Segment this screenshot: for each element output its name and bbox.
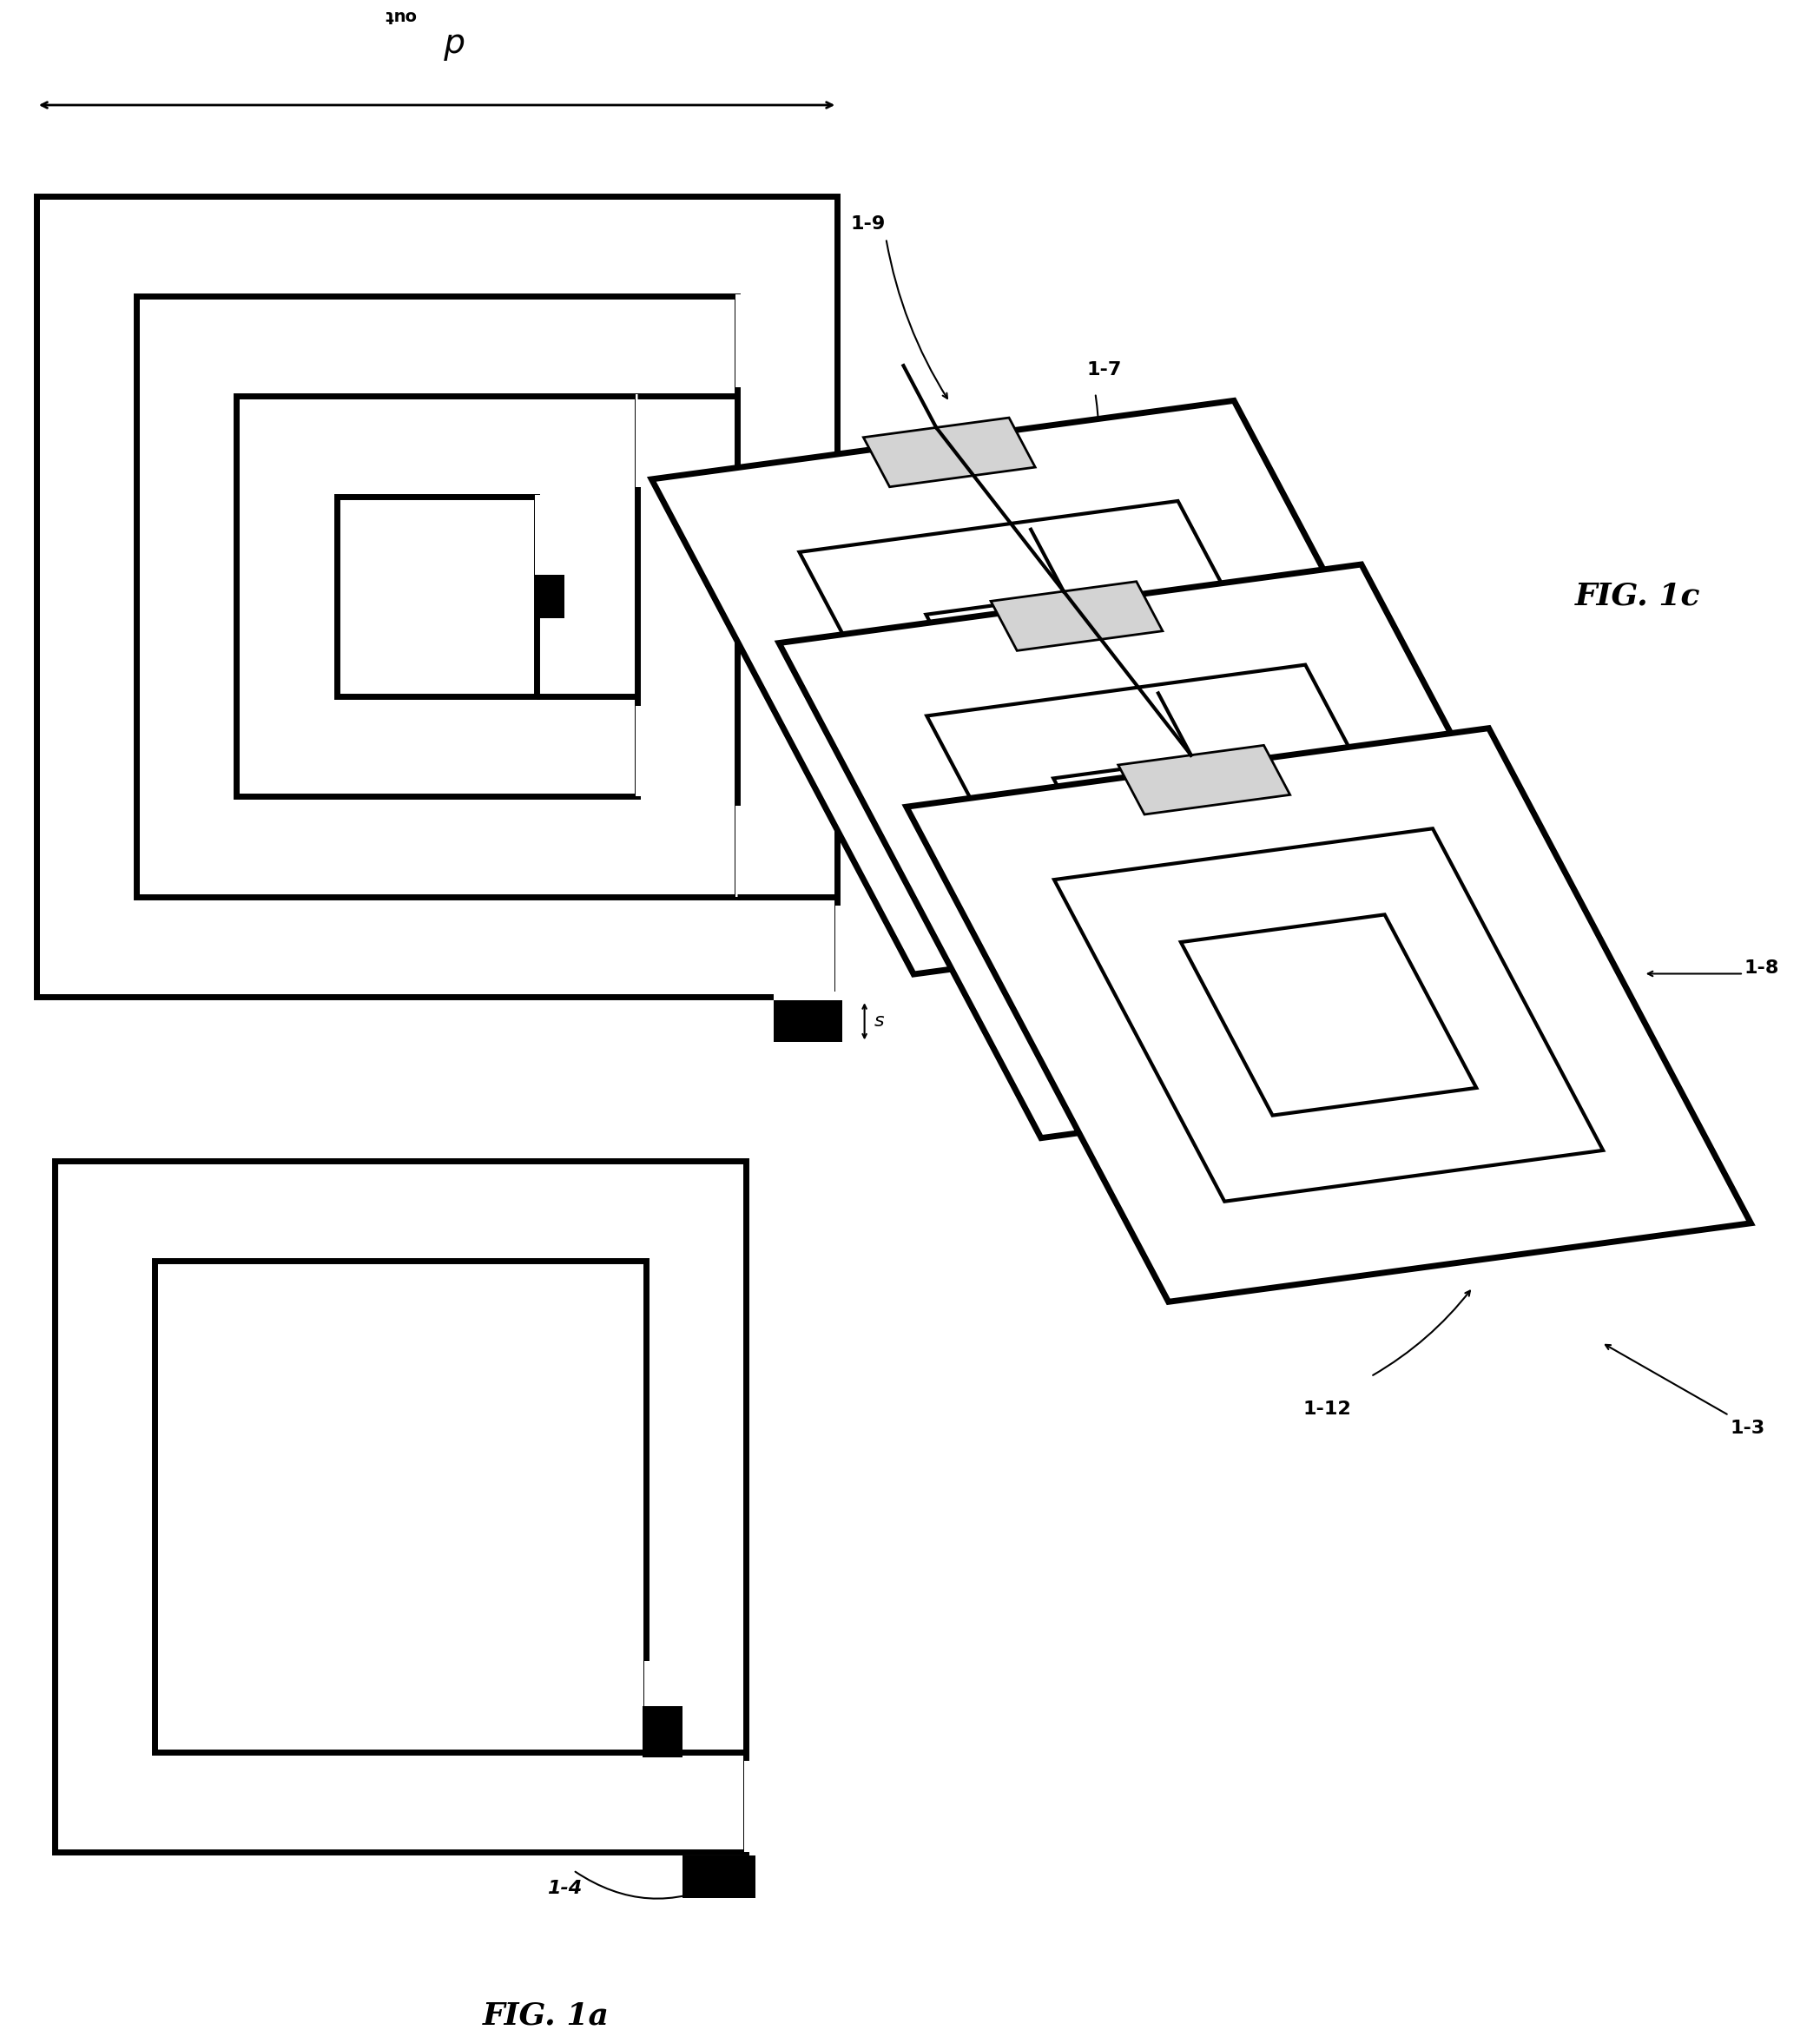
Polygon shape [1054,751,1349,952]
Text: 1-12: 1-12 [1303,1401,1350,1419]
Polygon shape [55,1161,746,1851]
Polygon shape [136,296,737,897]
Text: 1-10: 1-10 [1158,1074,1207,1090]
Polygon shape [652,400,1496,974]
Polygon shape [799,501,1349,873]
Polygon shape [644,1661,664,1752]
Text: 1-2: 1-2 [692,861,728,879]
Polygon shape [926,587,1221,788]
Text: $d_{in}$: $d_{in}$ [389,585,419,609]
Text: 1-11: 1-11 [1230,1236,1279,1255]
Polygon shape [155,1261,646,1752]
Polygon shape [36,197,837,997]
Text: out: out [384,6,417,22]
Text: FIG. 1b: FIG. 1b [910,455,1037,483]
Polygon shape [535,495,555,587]
Text: 1-6: 1-6 [1287,597,1321,615]
Text: 1-1: 1-1 [291,1553,328,1569]
Polygon shape [635,706,655,796]
Text: 1-3: 1-3 [1729,1419,1765,1437]
Text: 1-5: 1-5 [564,1752,601,1770]
Polygon shape [535,574,564,619]
Polygon shape [863,418,1036,487]
Polygon shape [906,729,1751,1301]
Text: w: w [641,1382,670,1413]
Text: FIG. 1a: FIG. 1a [482,2002,610,2030]
Text: FIG. 1c: FIG. 1c [1576,583,1700,611]
Polygon shape [735,294,755,388]
Text: $s$: $s$ [874,1013,885,1029]
Polygon shape [779,564,1623,1139]
Polygon shape [735,806,755,897]
Polygon shape [774,1001,843,1041]
Polygon shape [744,1762,764,1851]
Polygon shape [774,991,843,1001]
Polygon shape [337,495,537,696]
Text: $d$: $d$ [444,26,466,59]
Polygon shape [237,396,637,796]
Text: 1-7: 1-7 [1087,361,1121,378]
Polygon shape [835,905,855,997]
Polygon shape [642,1707,682,1758]
Polygon shape [535,577,541,617]
Text: FIG. 1b: FIG. 1b [910,473,1037,501]
Polygon shape [990,581,1163,652]
Polygon shape [635,394,655,487]
Polygon shape [682,1855,755,1898]
Polygon shape [926,664,1476,1037]
Text: 1-9: 1-9 [850,215,885,233]
Polygon shape [1054,828,1603,1202]
Text: 1-2: 1-2 [673,861,710,879]
Text: 1-4: 1-4 [546,1880,582,1898]
Polygon shape [1181,916,1476,1114]
Polygon shape [1117,745,1290,814]
Text: 1-8: 1-8 [1744,960,1780,976]
